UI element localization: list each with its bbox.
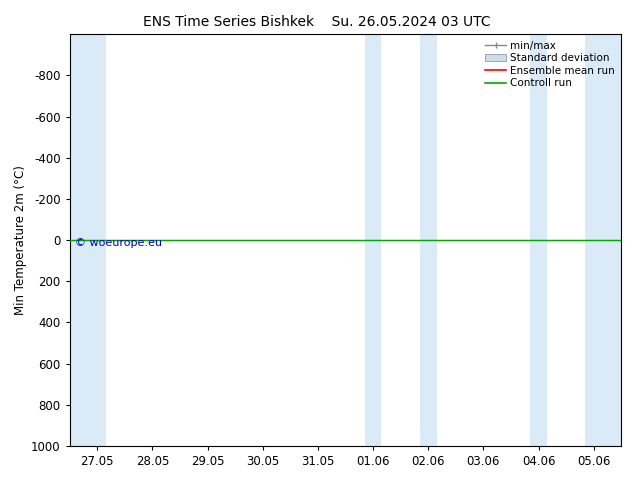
Bar [530,34,547,446]
Text: © woeurope.eu: © woeurope.eu [75,238,162,248]
Bar [585,34,621,446]
Legend: min/max, Standard deviation, Ensemble mean run, Controll run: min/max, Standard deviation, Ensemble me… [482,37,618,92]
Bar [70,34,106,446]
Text: ENS Time Series Bishkek    Su. 26.05.2024 03 UTC: ENS Time Series Bishkek Su. 26.05.2024 0… [143,15,491,29]
Bar [365,34,382,446]
Bar [420,34,437,446]
Y-axis label: Min Temperature 2m (°C): Min Temperature 2m (°C) [14,165,27,315]
